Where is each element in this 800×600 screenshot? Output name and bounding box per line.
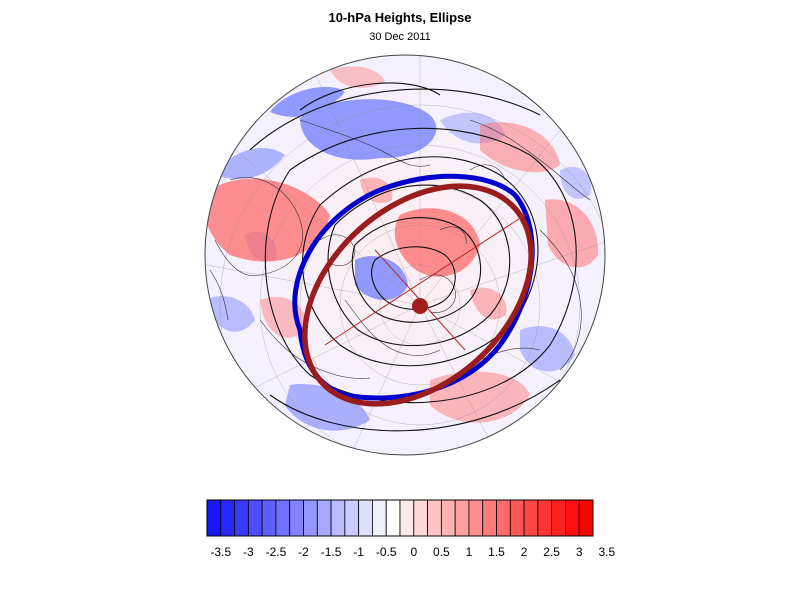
colorbar-label: -2.5 xyxy=(266,545,287,559)
colorbar-swatch xyxy=(344,499,360,537)
colorbar-label: 2 xyxy=(521,545,528,559)
ellipse-major-axis xyxy=(324,214,526,346)
colorbar-label: -1.5 xyxy=(321,545,342,559)
chart-title: 10-hPa Heights, Ellipse xyxy=(328,10,472,25)
fitted-vortex-ellipse xyxy=(302,183,534,407)
colorbar-label: -1 xyxy=(353,545,364,559)
colorbar-label: 1.5 xyxy=(488,545,505,559)
colorbar-label: -3.5 xyxy=(210,545,231,559)
globe-outline xyxy=(204,54,606,456)
colorbar-label: 0.5 xyxy=(433,545,450,559)
colorbar-label: 1 xyxy=(466,545,473,559)
colorbar-swatch xyxy=(399,499,415,537)
colorbar-swatch xyxy=(316,499,332,537)
colorbar-label: 3.5 xyxy=(598,545,615,559)
colorbar-labels: -3.5 -3 -2.5 -2 -1.5 -1 -0.5 0 0.5 1 1.5 2 2.5 3 3.5 xyxy=(210,545,615,559)
colorbar-swatch xyxy=(372,499,387,537)
colorbar-swatch xyxy=(578,499,594,537)
colorbar-swatch xyxy=(289,499,304,537)
colorbar-swatch xyxy=(482,499,497,537)
colorbar-swatch xyxy=(454,499,470,537)
colorbar-label: 0 xyxy=(410,545,417,559)
colorbar-swatch xyxy=(303,499,318,537)
colorbar-label: 2.5 xyxy=(543,545,560,559)
chart-date: 30 Dec 2011 xyxy=(369,31,431,43)
colorbar-swatches xyxy=(206,499,594,537)
colorbar-label: -3 xyxy=(243,545,254,559)
colorbar-swatch xyxy=(275,499,291,537)
colorbar-swatch xyxy=(358,499,373,537)
colorbar-outline xyxy=(206,499,594,537)
colorbar-swatch xyxy=(440,499,456,537)
colorbar-swatch xyxy=(468,499,484,537)
colorbar-swatch xyxy=(537,499,553,537)
colorbar-label: -0.5 xyxy=(376,545,397,559)
colorbar-swatch xyxy=(565,499,580,537)
colorbar-swatch xyxy=(385,499,401,537)
colorbar-label: -2 xyxy=(298,545,309,559)
colorbar-swatch xyxy=(220,499,235,537)
vortex-center-marker xyxy=(412,298,428,314)
colorbar-swatch xyxy=(523,499,539,537)
colorbar-swatch xyxy=(427,499,442,537)
colorbar-swatch xyxy=(496,499,511,537)
colorbar-swatch xyxy=(206,499,222,537)
colorbar-label: 3 xyxy=(576,545,583,559)
colorbar-swatch xyxy=(234,499,249,537)
colorbar-swatch xyxy=(330,499,346,537)
colorbar-swatch xyxy=(509,499,525,537)
anomaly-field xyxy=(205,55,605,455)
coastlines xyxy=(209,119,591,379)
colorbar-swatch xyxy=(247,499,263,537)
colorbar-swatch xyxy=(261,499,277,537)
colorbar-swatch xyxy=(551,499,566,537)
colorbar-swatch xyxy=(413,499,428,537)
